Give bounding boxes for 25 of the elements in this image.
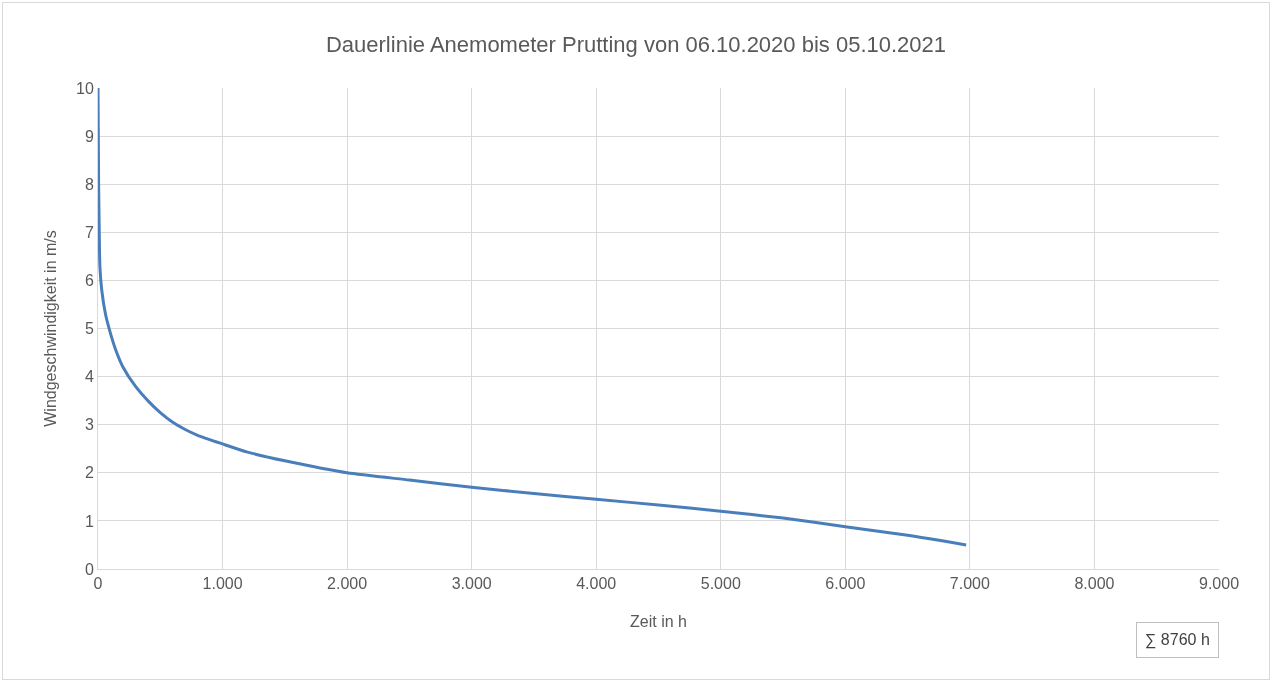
y-tick-label: 0 <box>84 560 94 578</box>
x-tick-label: 9.000 <box>1198 575 1240 593</box>
y-tick-label: 1 <box>84 512 94 530</box>
x-tick-label: 4.000 <box>576 575 617 593</box>
x-tick-label: 7.000 <box>949 575 991 593</box>
y-axis-title: Windgeschwindigkeit in m/s <box>42 230 59 427</box>
y-tick-label: 4 <box>84 368 94 386</box>
line-series <box>98 88 968 547</box>
y-tick-label: 9 <box>84 127 94 145</box>
x-tick-label: 6.000 <box>825 575 866 593</box>
y-tick-label: 8 <box>84 175 94 193</box>
x-axis-title: Zeit in h <box>630 613 687 630</box>
y-tick-label: 10 <box>76 79 94 97</box>
x-tick-label: 3.000 <box>451 575 492 593</box>
y-tick-label: 5 <box>84 320 94 338</box>
y-tick-label: 3 <box>84 416 94 434</box>
x-tick-label: 5.000 <box>700 575 741 593</box>
x-tick-label: 2.000 <box>327 575 368 593</box>
text: ∑ 8760 h <box>1145 631 1210 649</box>
x-tick-label: 8.000 <box>1074 575 1115 593</box>
chart-title: Dauerlinie Anemometer Prutting von 06.10.2020 bis 05.10.2021 <box>325 32 947 58</box>
y-tick-label: 7 <box>84 223 94 241</box>
y-tick-label: 2 <box>84 464 94 482</box>
x-tick-label: 1.000 <box>202 575 243 593</box>
y-tick-label: 6 <box>84 272 94 289</box>
